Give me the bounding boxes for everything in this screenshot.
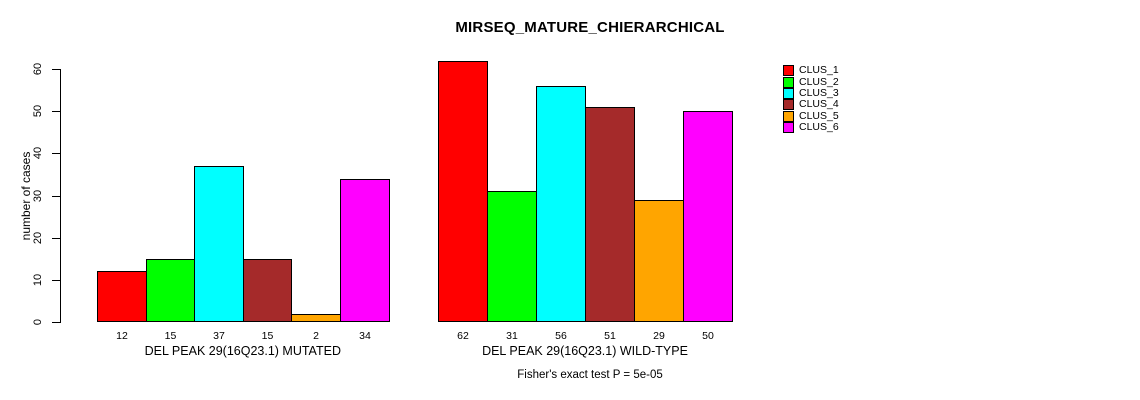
bar-value-label: 31 (506, 330, 518, 342)
legend-swatch-clus_2 (783, 76, 794, 88)
bar-value-label: 12 (116, 330, 128, 342)
y-tick-label: 60 (32, 62, 44, 76)
legend-row-clus_2: CLUS_2 (783, 75, 839, 88)
legend-label: CLUS_4 (799, 98, 839, 111)
y-axis-title: number of cases (19, 151, 33, 241)
legend-label: CLUS_6 (799, 121, 839, 134)
legend: CLUS_1 CLUS_2 CLUS_3 CLUS_4 CLUS_5 CLUS_6 (783, 64, 839, 134)
legend-label: CLUS_2 (799, 75, 839, 88)
bar-clus_6-group1 (340, 179, 390, 322)
bar-value-label: 29 (653, 330, 665, 342)
bar-value-label: 50 (702, 330, 714, 342)
y-tick-label: 50 (32, 105, 44, 118)
legend-row-clus_4: CLUS_4 (783, 98, 839, 111)
bar-value-label: 34 (359, 330, 371, 342)
bar-clus_2-group1 (146, 259, 195, 322)
bar-clus_2-group2 (487, 191, 537, 322)
legend-swatch-clus_1 (783, 65, 794, 77)
group-label: DEL PEAK 29(16Q23.1) MUTATED (144, 344, 341, 358)
legend-swatch-clus_6 (783, 122, 794, 134)
bar-value-label: 51 (604, 330, 616, 342)
bar-clus_3-group2 (536, 86, 586, 322)
y-tick (52, 237, 60, 239)
y-tick-label: 20 (32, 231, 44, 244)
y-tick-label: 30 (32, 189, 44, 202)
y-tick (52, 111, 60, 113)
bar-clus_1-group2 (438, 61, 488, 322)
y-tick (52, 279, 60, 281)
bar-value-label: 15 (164, 330, 177, 342)
bar-clus_5-group2 (634, 200, 684, 322)
y-tick-label: 0 (32, 318, 44, 326)
legend-row-clus_5: CLUS_5 (783, 109, 839, 122)
bar-value-label: 15 (261, 330, 274, 342)
y-tick (52, 195, 60, 197)
bar-clus_4-group1 (243, 259, 292, 322)
chart-title: MIRSEQ_MATURE_CHIERARCHICAL (455, 19, 725, 36)
bar-clus_6-group2 (683, 111, 733, 322)
y-tick (52, 322, 60, 323)
bar-value-label: 56 (555, 330, 567, 342)
bar-value-label: 2 (313, 330, 319, 342)
legend-row-clus_1: CLUS_1 (783, 64, 839, 77)
annotation-fisher-test: Fisher's exact test P = 5e-05 (517, 369, 663, 381)
bar-clus_3-group1 (194, 166, 244, 322)
group-label: DEL PEAK 29(16Q23.1) WILD-TYPE (482, 344, 688, 358)
y-axis-line (60, 69, 61, 323)
legend-swatch-clus_4 (783, 99, 794, 111)
y-tick (52, 69, 60, 70)
legend-swatch-clus_3 (783, 87, 794, 99)
legend-label: CLUS_3 (799, 86, 839, 99)
y-tick-label: 10 (32, 273, 44, 286)
legend-label: CLUS_1 (799, 64, 839, 77)
bar-value-label: 62 (457, 330, 469, 342)
y-tick-label: 40 (32, 147, 44, 160)
y-tick (52, 153, 60, 155)
legend-row-clus_3: CLUS_3 (783, 86, 839, 99)
bar-clus_5-group1 (291, 314, 341, 322)
legend-row-clus_6: CLUS_6 (783, 121, 839, 134)
bar-value-label: 37 (213, 330, 225, 342)
legend-label: CLUS_5 (799, 109, 839, 122)
bar-clus_4-group2 (585, 107, 635, 322)
legend-swatch-clus_5 (783, 110, 794, 122)
bar-clus_1-group1 (97, 271, 147, 322)
